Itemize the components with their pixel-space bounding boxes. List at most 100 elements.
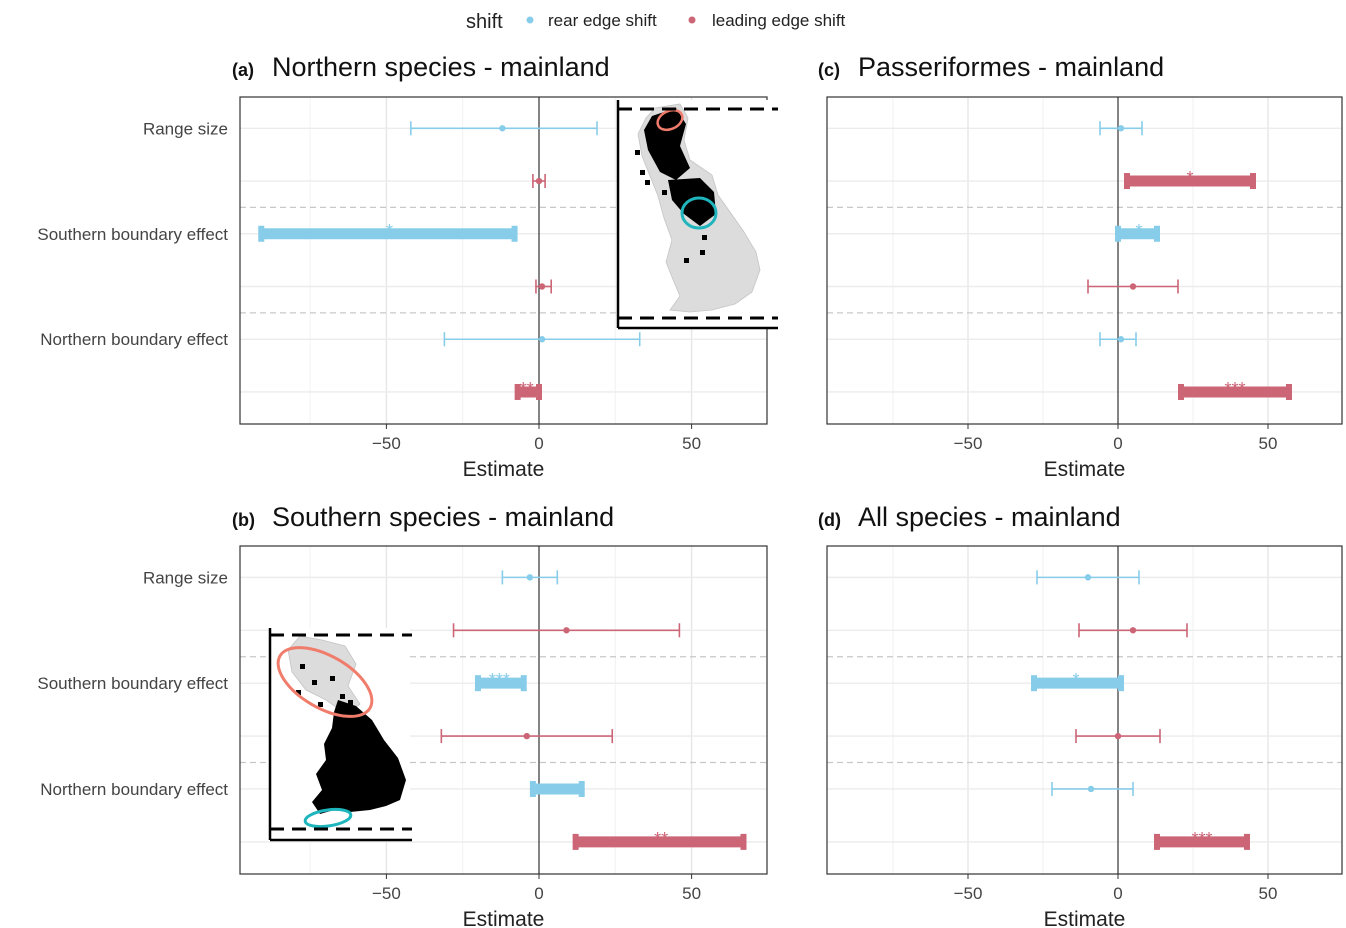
x-tick-label: 0	[1113, 434, 1122, 453]
x-tick-label: 0	[534, 884, 543, 903]
ci-cap-high	[1250, 173, 1256, 190]
estimate-point	[1117, 125, 1125, 132]
x-tick-label: 0	[534, 434, 543, 453]
inset-cell	[684, 258, 689, 263]
inset-cell	[348, 700, 353, 705]
estimate-point	[1087, 785, 1095, 793]
significance-label: ***	[489, 670, 510, 690]
ci-cap-high	[1244, 833, 1250, 850]
estimate-point	[499, 125, 506, 132]
plot-border	[826, 96, 1343, 425]
inset-cell	[662, 190, 667, 195]
inset-cell	[640, 170, 645, 175]
estimate-point	[526, 574, 534, 581]
inset-cell	[635, 150, 640, 155]
y-tick-label: Northern boundary effect	[40, 780, 228, 799]
inset-map-north	[616, 100, 778, 330]
estimate-point	[535, 177, 543, 185]
ci-cap-high	[511, 225, 518, 242]
legend-swatch-leading	[688, 16, 696, 24]
estimate-point	[1114, 732, 1122, 740]
estimate-point	[1198, 838, 1206, 846]
inset-highlight-ellipse	[303, 807, 353, 829]
y-tick-label: Range size	[143, 568, 228, 587]
significance-label: **	[654, 829, 668, 849]
legend: shift rear edge shift leading edge shift	[466, 11, 846, 33]
estimate-point	[538, 283, 546, 290]
x-tick-label: 50	[682, 884, 701, 903]
panel-letter: (a)	[232, 60, 254, 80]
inset-occupied-cells	[312, 700, 406, 814]
ci-cap-high	[520, 675, 527, 692]
estimate-point	[1231, 388, 1239, 396]
ci-cap-low	[1115, 225, 1121, 242]
x-axis-label: Estimate	[463, 908, 545, 928]
x-axis-label: Estimate	[463, 458, 545, 481]
ci-cap-high	[1154, 225, 1160, 242]
inset-highlight-ellipse	[656, 108, 684, 132]
significance-label: ***	[1224, 379, 1245, 399]
y-tick-label: Range size	[143, 119, 228, 138]
ci-cap-high	[536, 383, 542, 400]
inset-cell	[702, 235, 707, 240]
ci-cap-high	[1286, 383, 1292, 400]
inset-cell	[330, 676, 335, 681]
estimate-point	[1129, 627, 1137, 634]
ci-cap-low	[1031, 675, 1037, 692]
x-tick-label: −50	[954, 884, 983, 903]
inset-cell	[700, 250, 705, 255]
x-axis-label: Estimate	[1044, 458, 1126, 481]
y-tick-label: Southern boundary effect	[37, 674, 228, 693]
plot-border	[826, 545, 1343, 875]
x-axis-label: Estimate	[1044, 908, 1126, 928]
legend-label-rear: rear edge shift	[548, 11, 657, 30]
legend-title: shift	[466, 11, 503, 33]
inset-cell	[312, 680, 317, 685]
ci-cap-low	[529, 780, 536, 797]
estimate-point	[1072, 679, 1080, 687]
legend-swatch-rear	[526, 16, 534, 24]
panel-title: Passeriformes - mainland	[858, 52, 1164, 82]
plot-border	[239, 545, 768, 875]
inset-map-south	[268, 628, 412, 842]
x-tick-label: 50	[1259, 434, 1278, 453]
ci-cap-low	[514, 383, 521, 400]
significance-label: *	[386, 221, 393, 241]
panel-letter: (c)	[818, 60, 840, 80]
ci-cap-low	[572, 833, 579, 850]
plot-area	[827, 546, 1342, 874]
significance-label: *	[1135, 221, 1142, 241]
panel-title: Northern species - mainland	[272, 52, 610, 82]
estimate-point	[563, 627, 570, 634]
plot-area	[827, 97, 1342, 424]
x-tick-label: −50	[372, 434, 401, 453]
inset-occupied-cells	[668, 178, 716, 226]
legend-label-leading: leading edge shift	[712, 11, 846, 30]
y-tick-label: Northern boundary effect	[40, 330, 228, 349]
ci-cap-low	[258, 225, 265, 242]
estimate-point	[554, 785, 561, 793]
estimate-point	[1135, 230, 1143, 237]
estimate-point	[538, 336, 546, 343]
ci-cap-low	[474, 675, 481, 692]
inset-cell	[300, 664, 305, 669]
inset-highlight-ellipse	[276, 646, 374, 718]
inset-cell	[296, 690, 301, 695]
estimate-point	[657, 838, 665, 846]
significance-label: ***	[1191, 829, 1212, 849]
ci-cap-low	[1124, 173, 1130, 190]
inset-cell	[318, 702, 323, 707]
estimate-point	[1186, 177, 1194, 185]
x-tick-label: −50	[372, 884, 401, 903]
estimate-point	[1129, 283, 1137, 290]
ci-cap-low	[1154, 833, 1160, 850]
x-tick-label: 50	[682, 434, 701, 453]
inset-cell	[340, 694, 345, 699]
estimate-point	[496, 679, 503, 687]
estimate-point	[523, 388, 530, 396]
x-tick-label: 0	[1113, 884, 1122, 903]
